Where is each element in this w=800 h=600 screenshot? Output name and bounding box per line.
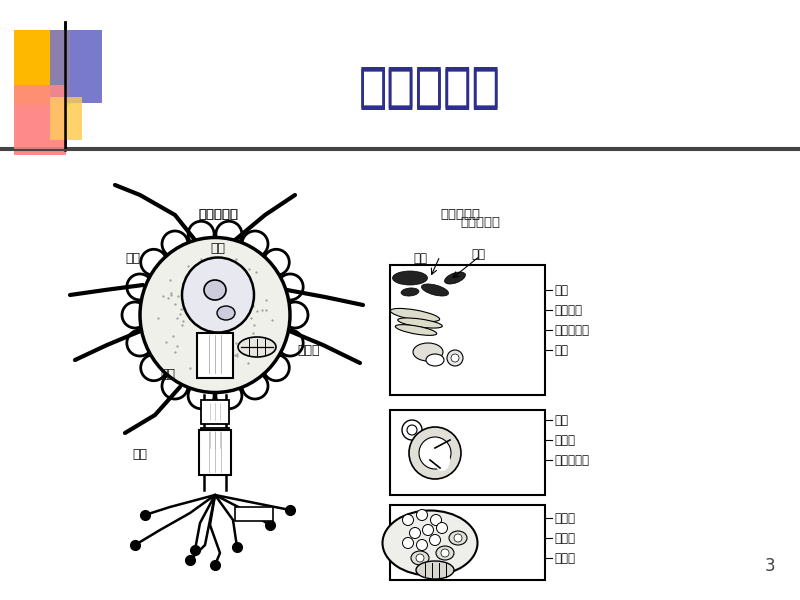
Circle shape <box>282 302 308 328</box>
Text: 大囊泡: 大囊泡 <box>554 532 575 545</box>
Circle shape <box>410 527 421 539</box>
Text: 胞体: 胞体 <box>210 241 226 254</box>
Ellipse shape <box>140 238 290 392</box>
Circle shape <box>416 554 424 562</box>
Bar <box>14 85 66 155</box>
Circle shape <box>216 383 242 409</box>
Circle shape <box>277 330 303 356</box>
Ellipse shape <box>434 449 450 471</box>
Circle shape <box>402 420 422 440</box>
Circle shape <box>263 355 290 381</box>
Text: 电子显微镜: 电子显微镜 <box>440 208 480 221</box>
Circle shape <box>127 330 153 356</box>
Ellipse shape <box>217 306 235 320</box>
Ellipse shape <box>398 318 442 328</box>
Circle shape <box>263 249 290 275</box>
Circle shape <box>127 274 153 300</box>
Circle shape <box>430 514 442 526</box>
Text: 树突: 树突 <box>125 251 140 265</box>
Ellipse shape <box>182 257 254 332</box>
Bar <box>50 97 82 140</box>
Circle shape <box>141 249 166 275</box>
Ellipse shape <box>401 288 419 296</box>
Text: 荧光显微镜: 荧光显微镜 <box>198 208 238 221</box>
Ellipse shape <box>204 280 226 300</box>
Circle shape <box>402 514 414 526</box>
Ellipse shape <box>436 546 454 560</box>
Ellipse shape <box>409 427 461 479</box>
Circle shape <box>242 373 268 399</box>
Circle shape <box>422 524 434 535</box>
Text: 荧光显微镜: 荧光显微镜 <box>198 208 238 221</box>
Circle shape <box>407 425 417 435</box>
Ellipse shape <box>390 308 440 322</box>
Bar <box>50 30 102 103</box>
Circle shape <box>417 539 427 551</box>
Ellipse shape <box>395 325 437 335</box>
Circle shape <box>402 538 414 548</box>
Text: 高尔基器: 高尔基器 <box>554 304 582 317</box>
Text: 膨体: 膨体 <box>132 449 147 461</box>
Text: 核膜: 核膜 <box>554 283 568 296</box>
Circle shape <box>441 549 449 557</box>
Text: 小囊泡: 小囊泡 <box>554 511 575 524</box>
Bar <box>201 400 229 424</box>
Text: 神经元结构: 神经元结构 <box>359 65 501 110</box>
Ellipse shape <box>422 284 449 296</box>
Bar <box>235 507 273 521</box>
Circle shape <box>451 354 459 362</box>
Ellipse shape <box>426 354 444 366</box>
Circle shape <box>188 221 214 247</box>
Ellipse shape <box>382 511 478 575</box>
Bar <box>390 505 545 580</box>
Ellipse shape <box>449 531 467 545</box>
Circle shape <box>430 535 441 545</box>
Ellipse shape <box>445 272 466 284</box>
Bar <box>50 97 82 140</box>
Text: 囊泡: 囊泡 <box>554 343 568 356</box>
Circle shape <box>122 302 148 328</box>
Circle shape <box>447 350 463 366</box>
Text: 轴突: 轴突 <box>160 368 175 382</box>
Text: 线粒体: 线粒体 <box>297 343 319 356</box>
Circle shape <box>141 355 166 381</box>
Bar <box>14 30 70 105</box>
Circle shape <box>242 231 268 257</box>
Bar <box>390 410 545 495</box>
Bar <box>201 428 229 452</box>
Circle shape <box>188 383 214 409</box>
Ellipse shape <box>238 337 276 357</box>
Text: 滑面内质网: 滑面内质网 <box>554 454 589 467</box>
Text: 线粒体: 线粒体 <box>554 551 575 565</box>
Circle shape <box>417 509 427 520</box>
Ellipse shape <box>413 343 443 361</box>
Text: 线粒体: 线粒体 <box>554 433 575 446</box>
Bar <box>14 85 66 155</box>
Ellipse shape <box>411 551 429 565</box>
Circle shape <box>454 534 462 542</box>
Bar <box>390 265 545 395</box>
Text: 神经元结构: 神经元结构 <box>359 67 501 113</box>
Bar <box>197 333 233 378</box>
Ellipse shape <box>416 561 454 579</box>
Circle shape <box>216 221 242 247</box>
Bar <box>199 430 231 475</box>
Circle shape <box>162 373 188 399</box>
Text: 电子显微镜: 电子显微镜 <box>460 215 500 229</box>
Circle shape <box>277 274 303 300</box>
Circle shape <box>437 523 447 533</box>
Ellipse shape <box>419 437 451 469</box>
Text: 囊泡: 囊泡 <box>554 413 568 427</box>
Circle shape <box>162 231 188 257</box>
Text: 3: 3 <box>764 557 775 575</box>
Text: 核仁: 核仁 <box>471 247 485 260</box>
Bar <box>14 30 70 105</box>
Bar <box>50 30 102 103</box>
Text: 胞核: 胞核 <box>413 251 427 265</box>
Text: 粗面内质网: 粗面内质网 <box>554 323 589 337</box>
Ellipse shape <box>393 271 427 285</box>
